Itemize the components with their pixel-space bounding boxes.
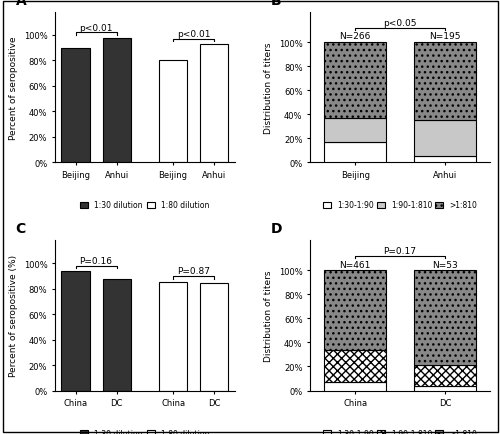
Bar <box>200 45 228 163</box>
Bar <box>324 43 386 118</box>
Y-axis label: Distribution of titers: Distribution of titers <box>264 42 274 134</box>
Legend: 1:30-1:90, 1:90-1:810, >1:810: 1:30-1:90, 1:90-1:810, >1:810 <box>320 198 480 213</box>
Text: p<0.01: p<0.01 <box>80 24 113 33</box>
Bar <box>414 43 476 121</box>
Bar <box>62 49 90 163</box>
Bar <box>62 271 90 391</box>
Text: D: D <box>270 221 282 235</box>
Bar <box>159 61 187 163</box>
Y-axis label: Percent of seropositive (%): Percent of seropositive (%) <box>9 255 18 377</box>
Text: N=53: N=53 <box>432 260 458 269</box>
Legend: 1:30-1:90, 1:90-1:810, >1:810: 1:30-1:90, 1:90-1:810, >1:810 <box>320 426 480 434</box>
Text: B: B <box>270 0 281 7</box>
Bar <box>324 382 386 391</box>
Legend: 1:30 dilution, 1:80 dilution: 1:30 dilution, 1:80 dilution <box>78 426 212 434</box>
Bar <box>324 118 386 142</box>
Text: C: C <box>16 221 26 235</box>
Bar <box>324 142 386 163</box>
Y-axis label: Distribution of titers: Distribution of titers <box>264 270 274 362</box>
Text: P=0.87: P=0.87 <box>177 267 210 276</box>
Text: N=195: N=195 <box>430 32 461 41</box>
Bar <box>324 271 386 350</box>
Bar <box>414 157 476 163</box>
Bar <box>102 39 131 163</box>
Text: p<0.05: p<0.05 <box>384 19 417 28</box>
Bar <box>414 271 476 365</box>
Text: p<0.01: p<0.01 <box>177 30 210 39</box>
Bar <box>159 283 187 391</box>
Text: P=0.17: P=0.17 <box>384 247 416 256</box>
Legend: 1:30 dilution, 1:80 dilution: 1:30 dilution, 1:80 dilution <box>78 198 212 213</box>
Text: N=461: N=461 <box>340 260 371 269</box>
Text: A: A <box>16 0 26 7</box>
Bar <box>200 283 228 391</box>
Bar <box>414 386 476 391</box>
Bar <box>414 365 476 386</box>
Bar <box>102 279 131 391</box>
Text: N=266: N=266 <box>340 32 371 41</box>
Text: P=0.16: P=0.16 <box>80 256 112 266</box>
Bar <box>414 121 476 157</box>
Bar <box>324 350 386 382</box>
Y-axis label: Percent of seropositive: Percent of seropositive <box>9 36 18 140</box>
